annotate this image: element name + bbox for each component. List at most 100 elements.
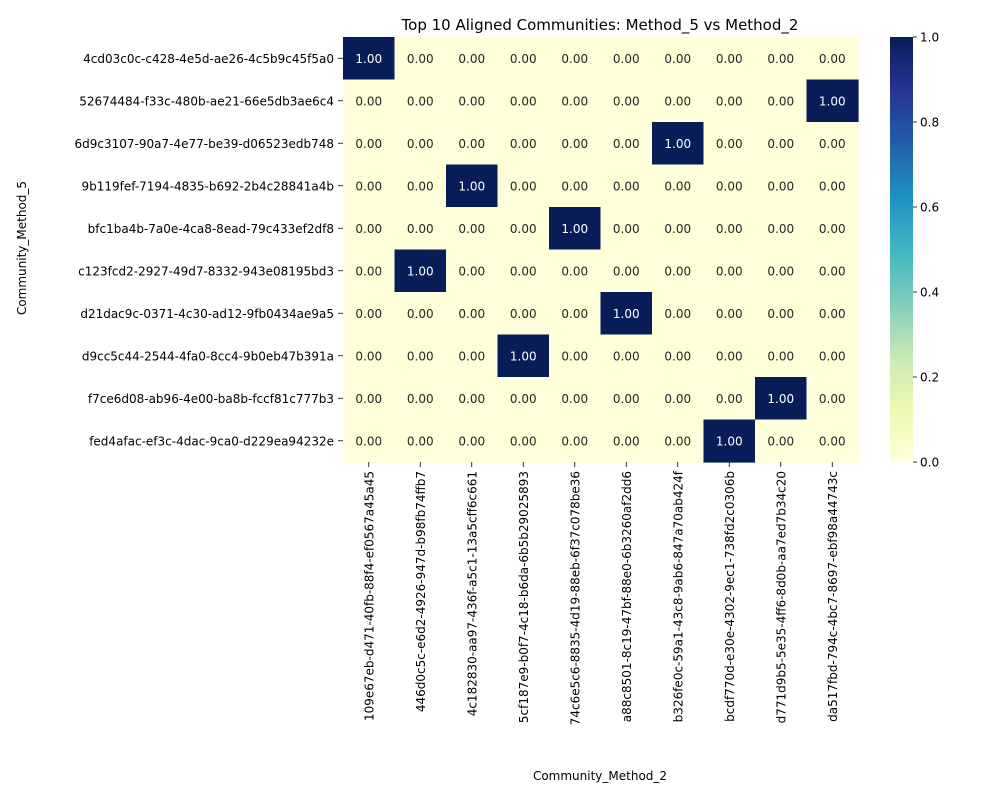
heatmap-cell	[394, 377, 447, 421]
cell-value-label: 0.00	[819, 137, 846, 151]
cell-value-label: 0.00	[561, 307, 588, 321]
y-tick-label: d21dac9c-0371-4c30-ad12-9fb0434ae9a5	[80, 307, 334, 321]
heatmap-cell	[343, 419, 396, 463]
colorbar-tick-label: 0.0	[920, 456, 939, 470]
heatmap-cell	[343, 292, 396, 336]
cell-value-label: 0.00	[819, 222, 846, 236]
heatmap-cell	[343, 79, 396, 123]
heatmap-cell	[600, 122, 653, 166]
heatmap-cell	[497, 292, 550, 336]
cell-value-label: 1.00	[716, 434, 743, 448]
heatmap-cell	[755, 419, 808, 463]
cell-value-label: 0.00	[458, 264, 485, 278]
cell-value-label: 0.00	[458, 222, 485, 236]
heatmap-cell	[343, 37, 396, 81]
heatmap-cell	[755, 207, 808, 251]
y-tick-label: d9cc5c44-2544-4fa0-8cc4-9b0eb47b391a	[82, 349, 334, 363]
heatmap-cell	[652, 207, 705, 251]
cell-value-label: 0.00	[407, 52, 434, 66]
cell-value-label: 0.00	[664, 307, 691, 321]
cell-value-label: 0.00	[613, 264, 640, 278]
heatmap-cell	[343, 122, 396, 166]
heatmap-cell	[446, 334, 499, 378]
heatmap-cell	[806, 419, 859, 463]
cell-value-label: 0.00	[613, 349, 640, 363]
cell-value-label: 1.00	[510, 349, 537, 363]
heatmap-cell	[394, 207, 447, 251]
heatmap-cell	[703, 122, 756, 166]
y-axis-label: Community_Method_5	[15, 181, 29, 315]
heatmap-cell	[806, 37, 859, 81]
cell-value-label: 0.00	[819, 349, 846, 363]
cell-value-label: 0.00	[355, 179, 382, 193]
y-tick-label: 6d9c3107-90a7-4e77-be39-d06523edb748	[75, 137, 334, 151]
cell-value-label: 0.00	[767, 94, 794, 108]
y-tick-label: c123fcd2-2927-49d7-8332-943e08195bd3	[78, 264, 334, 278]
cell-value-label: 0.00	[613, 434, 640, 448]
cell-value-label: 0.00	[819, 307, 846, 321]
heatmap-cell	[755, 122, 808, 166]
cell-value-label: 0.00	[767, 264, 794, 278]
heatmap-cell	[755, 292, 808, 336]
heatmap-cell	[446, 377, 499, 421]
heatmap-cell	[343, 377, 396, 421]
x-axis-label: Community_Method_2	[533, 769, 667, 783]
cell-value-label: 0.00	[613, 392, 640, 406]
x-axis-ticks: 109e67eb-d471-40fb-88f4-ef0567a45a45 446d…	[362, 462, 840, 725]
heatmap-cell	[343, 207, 396, 251]
heatmap-cell	[755, 377, 808, 421]
cell-value-label: 0.00	[407, 137, 434, 151]
cell-value-label: 0.00	[407, 179, 434, 193]
heatmap-cell	[497, 207, 550, 251]
cell-value-label: 1.00	[561, 222, 588, 236]
cell-value-label: 0.00	[613, 52, 640, 66]
cell-value-label: 0.00	[716, 94, 743, 108]
cell-value-label: 0.00	[716, 137, 743, 151]
x-tick-label: bcdf770d-e30e-4302-9ec1-738fd2c0306b	[723, 471, 737, 722]
cell-value-label: 0.00	[510, 52, 537, 66]
cell-value-label: 0.00	[355, 94, 382, 108]
heatmap-cell	[755, 37, 808, 81]
x-tick-label: a88c8501-8c19-47bf-88e0-6b3260af2dd6	[620, 471, 634, 722]
heatmap-cell	[703, 79, 756, 123]
heatmap-cell	[755, 164, 808, 208]
heatmap-cell	[652, 292, 705, 336]
cell-value-label: 0.00	[767, 434, 794, 448]
cell-value-label: 0.00	[510, 137, 537, 151]
cell-value-label: 1.00	[767, 392, 794, 406]
cell-value-label: 0.00	[355, 264, 382, 278]
heatmap-cell	[497, 249, 550, 293]
cell-value-label: 0.00	[819, 434, 846, 448]
cell-value-label: 0.00	[819, 179, 846, 193]
heatmap-cell	[806, 207, 859, 251]
heatmap-cell	[394, 334, 447, 378]
heatmap-cell	[343, 164, 396, 208]
heatmap-cell	[446, 37, 499, 81]
heatmap-cell	[549, 37, 602, 81]
heatmap-cell	[549, 377, 602, 421]
cell-value-label: 0.00	[716, 222, 743, 236]
cell-value-label: 0.00	[510, 264, 537, 278]
heatmap-cell	[497, 164, 550, 208]
heatmap-cell	[549, 79, 602, 123]
x-tick-label: 109e67eb-d471-40fb-88f4-ef0567a45a45	[362, 471, 376, 721]
chart-title: Top 10 Aligned Communities: Method_5 vs …	[401, 16, 799, 35]
heatmap-cell	[703, 37, 756, 81]
heatmap-cell	[343, 334, 396, 378]
cell-value-label: 0.00	[407, 222, 434, 236]
cell-value-label: 1.00	[355, 52, 382, 66]
cell-value-label: 0.00	[819, 392, 846, 406]
heatmap-cell	[703, 249, 756, 293]
heatmap-cell	[394, 37, 447, 81]
x-tick-label: 4c182830-aa97-436f-a5c1-13a5cff6c661	[465, 471, 479, 716]
heatmap-cell	[652, 164, 705, 208]
heatmap-cell	[652, 334, 705, 378]
heatmap-cell	[549, 292, 602, 336]
heatmap-cell	[652, 37, 705, 81]
heatmap-cell	[652, 122, 705, 166]
heatmap-cell	[806, 249, 859, 293]
cell-value-label: 0.00	[355, 307, 382, 321]
cell-value-label: 0.00	[716, 264, 743, 278]
heatmap-cell	[703, 334, 756, 378]
heatmap-cell	[394, 249, 447, 293]
